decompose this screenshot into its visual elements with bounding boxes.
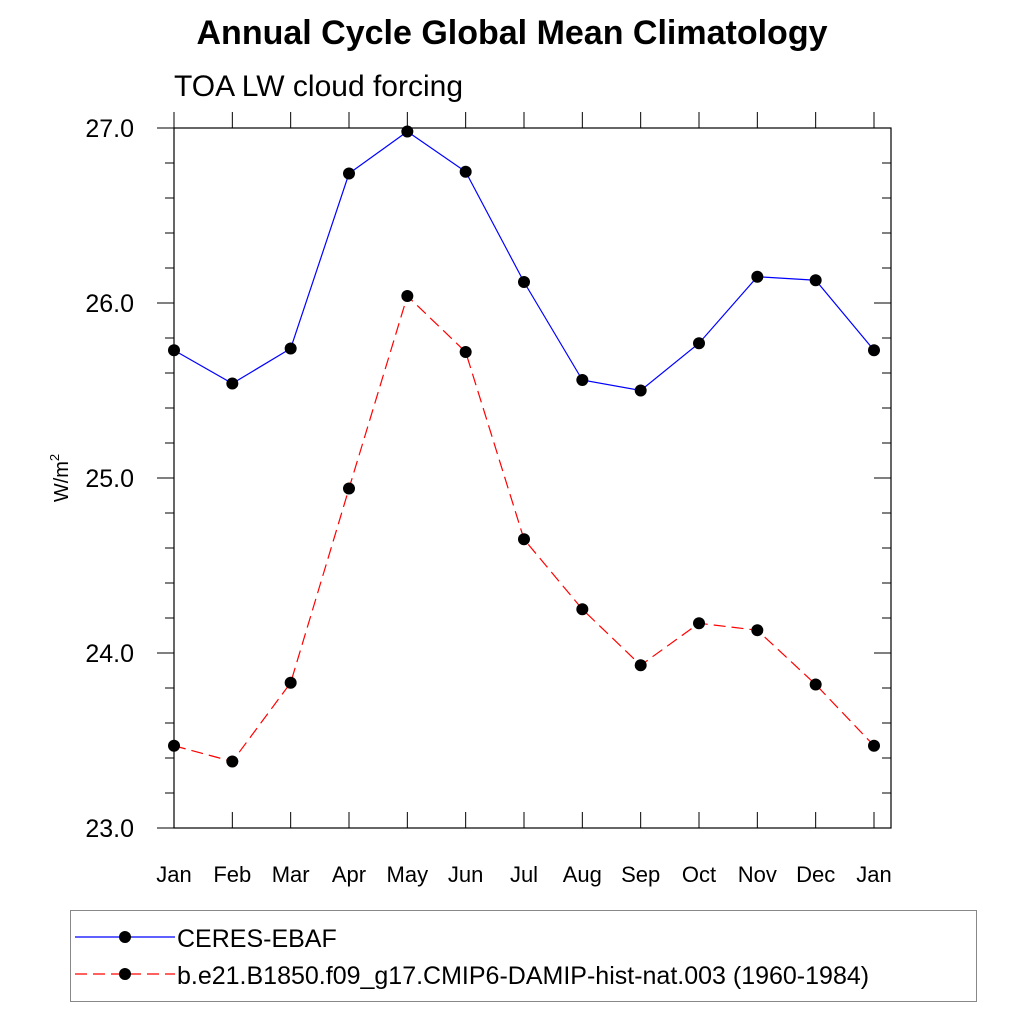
y-tick-label: 26.0 bbox=[85, 290, 134, 318]
series-2-point bbox=[284, 676, 297, 689]
legend-label-series-2: b.e21.B1850.f09_g17.CMIP6-DAMIP-hist-nat… bbox=[177, 962, 870, 990]
x-tick-label: Aug bbox=[563, 862, 602, 887]
series-1-point bbox=[868, 344, 880, 357]
y-axis-label-text: W/m bbox=[51, 461, 73, 502]
x-tick-label: Jan bbox=[156, 862, 191, 887]
series-1-point bbox=[634, 384, 647, 397]
x-tick-label: Apr bbox=[332, 862, 366, 887]
y-tick-label: 24.0 bbox=[85, 640, 134, 668]
series-2-point bbox=[518, 533, 530, 546]
series-1-point bbox=[459, 165, 472, 178]
series-2-point bbox=[751, 624, 764, 637]
x-tick-label: Dec bbox=[796, 862, 835, 887]
x-tick-label: Sep bbox=[621, 862, 660, 887]
series-2-point bbox=[459, 346, 472, 358]
series-2-point bbox=[693, 617, 705, 630]
series-line-1 bbox=[173, 130, 875, 392]
series-2-point bbox=[226, 755, 239, 768]
x-tick-label: Jul bbox=[510, 862, 538, 887]
y-axis-label: W/m2 bbox=[47, 454, 73, 502]
series-2-point bbox=[868, 739, 880, 752]
legend-marker-2 bbox=[119, 968, 131, 980]
series-1-point bbox=[226, 377, 239, 390]
x-tick-label: Nov bbox=[738, 862, 777, 887]
legend-markers bbox=[75, 931, 175, 980]
legend: CERES-EBAF b.e21.B1850.f09_g17.CMIP6-DAM… bbox=[70, 910, 977, 1002]
series-1-point bbox=[576, 374, 589, 386]
y-tick-label: 23.0 bbox=[85, 815, 134, 843]
plot-frame bbox=[173, 127, 892, 829]
chart-title: Annual Cycle Global Mean Climatology bbox=[196, 14, 828, 52]
series-1-point bbox=[401, 125, 414, 138]
series-1-point bbox=[809, 274, 822, 287]
series-1-point bbox=[168, 344, 180, 357]
series-2-point bbox=[168, 739, 180, 752]
series-2-point bbox=[809, 678, 822, 691]
y-tick-label: 25.0 bbox=[85, 465, 134, 493]
series-1-point bbox=[693, 337, 705, 350]
legend-marker-1 bbox=[119, 931, 131, 943]
x-tick-label: Feb bbox=[213, 862, 251, 887]
y-tick-label: 27.0 bbox=[85, 115, 134, 143]
x-tick-label: Mar bbox=[272, 862, 310, 887]
series-2-point bbox=[576, 603, 589, 616]
x-tick-label: May bbox=[387, 862, 429, 887]
series-1-point bbox=[751, 270, 764, 283]
legend-label-series-1: CERES-EBAF bbox=[177, 925, 337, 953]
series-1-point bbox=[518, 276, 530, 288]
line-chart: Jan Feb Mar Apr May Jun Jul Aug Sep Oct Nov Dec Jan 2… bbox=[47, 112, 892, 887]
y-axis-label-superscript: 2 bbox=[47, 454, 62, 461]
series-1-point bbox=[284, 342, 297, 355]
x-tick-label: Oct bbox=[682, 862, 716, 887]
x-tick-label: Jan bbox=[856, 862, 891, 887]
series-1-point bbox=[343, 167, 355, 180]
series-2-point bbox=[634, 659, 647, 672]
chart-subtitle: TOA LW cloud forcing bbox=[174, 70, 464, 103]
series-2-point bbox=[343, 482, 355, 495]
x-tick-label: Jun bbox=[448, 862, 483, 887]
series-2-point bbox=[401, 290, 414, 302]
series-line-2 bbox=[173, 294, 875, 763]
